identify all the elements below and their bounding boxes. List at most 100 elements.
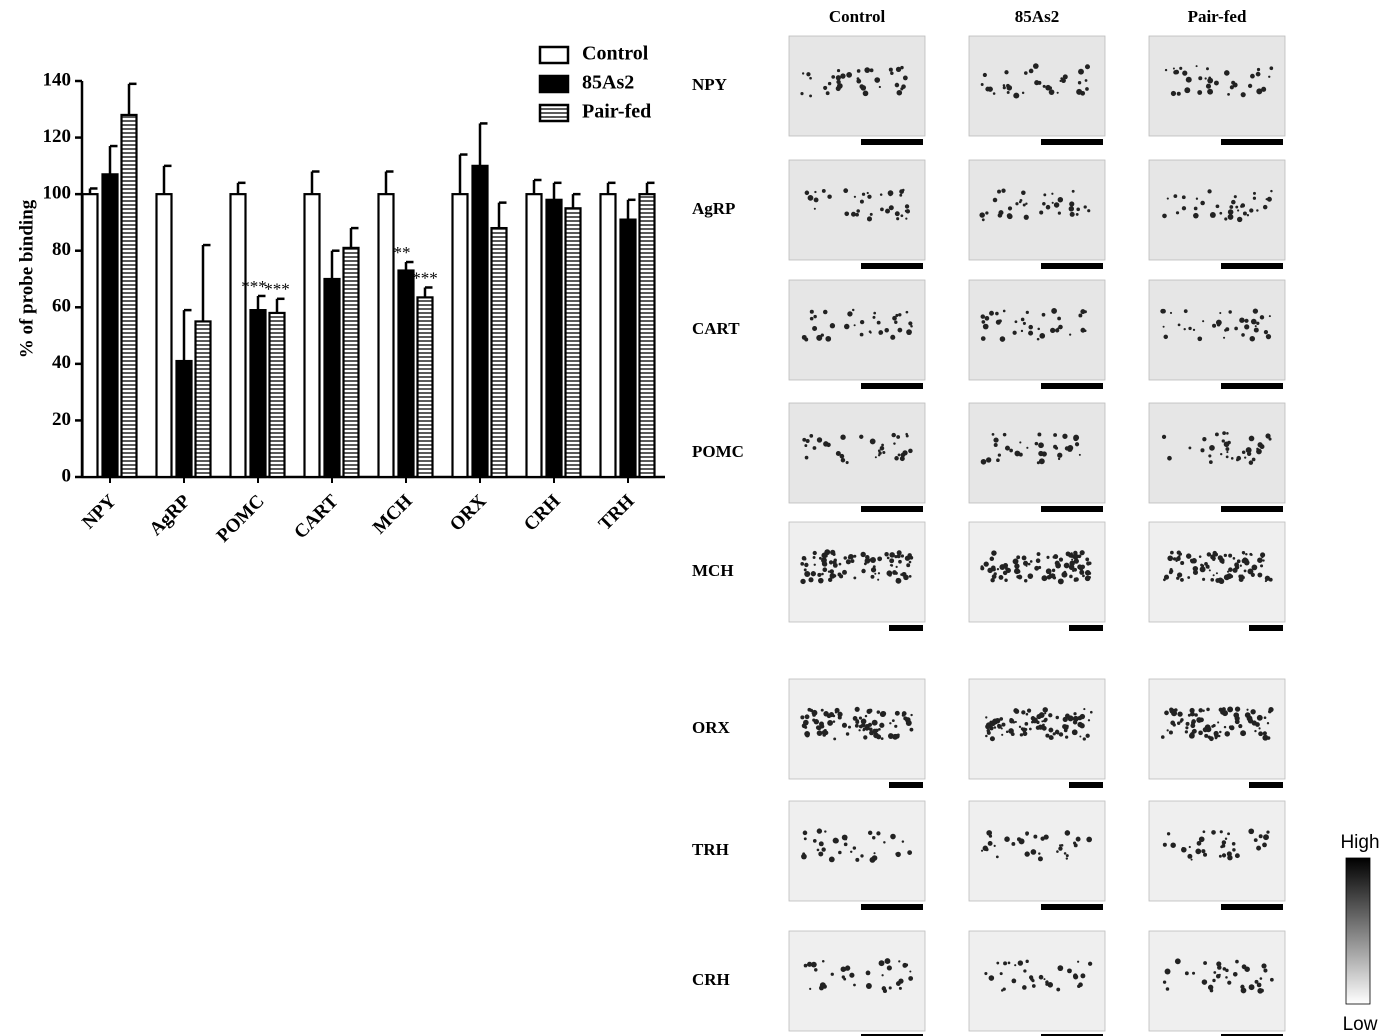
- signal-dot: [896, 578, 902, 584]
- signal-dot: [1053, 576, 1056, 579]
- signal-dot: [861, 569, 865, 573]
- bar: [547, 200, 562, 477]
- signal-dot: [1244, 456, 1246, 458]
- signal-dot: [865, 555, 870, 560]
- signal-dot: [1003, 433, 1007, 437]
- signal-dot: [1045, 734, 1049, 738]
- signal-dot: [981, 314, 985, 318]
- signal-dot: [1216, 572, 1218, 574]
- signal-dot: [1013, 93, 1019, 99]
- signal-dot: [1262, 559, 1264, 561]
- signal-dot: [1219, 855, 1222, 858]
- signal-dot: [1192, 972, 1195, 975]
- signal-dot: [1227, 571, 1229, 573]
- signal-dot: [903, 75, 908, 80]
- signal-dot: [1263, 969, 1267, 973]
- signal-dot: [1236, 456, 1241, 461]
- micrograph: [789, 801, 925, 910]
- signal-dot: [1032, 984, 1036, 988]
- signal-dot: [1037, 461, 1040, 464]
- signal-dot: [1070, 552, 1073, 555]
- signal-dot: [890, 834, 896, 840]
- signal-dot: [1193, 213, 1199, 219]
- signal-dot: [1182, 206, 1186, 210]
- signal-dot: [1173, 68, 1175, 70]
- signal-dot: [1203, 727, 1208, 732]
- signal-dot: [1059, 844, 1061, 846]
- signal-dot: [1267, 722, 1269, 724]
- signal-dot: [1037, 433, 1041, 437]
- signal-dot: [838, 851, 842, 855]
- signal-dot: [836, 75, 841, 80]
- micrograph: [789, 931, 925, 1036]
- colorbar: [1346, 858, 1370, 1004]
- signal-dot: [1033, 835, 1037, 839]
- signal-dot: [898, 979, 903, 984]
- signal-dot: [802, 438, 806, 442]
- signal-dot: [1259, 732, 1262, 735]
- signal-dot: [804, 444, 807, 447]
- signal-dot: [906, 563, 910, 567]
- signal-dot: [900, 214, 903, 217]
- signal-dot: [833, 720, 836, 723]
- signal-dot: [805, 456, 809, 460]
- signal-dot: [1039, 333, 1045, 339]
- signal-dot: [1026, 447, 1028, 449]
- micrograph-bg: [1149, 931, 1285, 1031]
- signal-dot: [846, 732, 849, 735]
- signal-dot: [885, 209, 890, 214]
- signal-dot: [1232, 842, 1236, 846]
- signal-dot: [854, 324, 856, 326]
- bar: [83, 194, 98, 477]
- signal-dot: [1231, 200, 1236, 205]
- scale-bar: [889, 625, 923, 631]
- signal-dot: [1026, 713, 1029, 716]
- signal-dot: [1212, 979, 1215, 982]
- signal-dot: [851, 212, 856, 217]
- signal-dot: [1167, 198, 1169, 200]
- signal-dot: [1217, 965, 1222, 970]
- signal-dot: [1175, 958, 1181, 964]
- signal-dot: [1225, 731, 1230, 736]
- signal-dot: [804, 571, 810, 577]
- signal-dot: [1063, 74, 1068, 79]
- bar: [418, 297, 433, 477]
- signal-dot: [1267, 197, 1272, 202]
- scale-bar: [861, 139, 923, 145]
- signal-dot: [905, 963, 908, 966]
- signal-dot: [1014, 563, 1019, 568]
- signal-dot: [1247, 452, 1251, 456]
- signal-dot: [1019, 201, 1022, 204]
- signal-dot: [1213, 971, 1216, 974]
- signal-dot: [1055, 328, 1059, 332]
- scale-bar: [861, 506, 923, 512]
- signal-dot: [811, 571, 816, 576]
- signal-dot: [878, 728, 881, 731]
- micrograph: [969, 36, 1105, 145]
- signal-dot: [813, 839, 817, 843]
- signal-dot: [1072, 729, 1078, 735]
- signal-dot: [1240, 565, 1242, 567]
- signal-dot: [1078, 69, 1084, 75]
- signal-dot: [1215, 432, 1219, 436]
- signal-dot: [985, 316, 990, 321]
- signal-dot: [803, 831, 808, 836]
- signal-dot: [1248, 84, 1252, 88]
- signal-dot: [985, 211, 988, 214]
- signal-dot: [861, 85, 867, 91]
- bar: [103, 174, 118, 477]
- signal-dot: [879, 960, 885, 966]
- signal-dot: [1085, 79, 1088, 82]
- signal-dot: [1219, 312, 1221, 314]
- signal-dot: [1039, 458, 1045, 464]
- signal-dot: [847, 311, 852, 316]
- signal-dot: [1170, 842, 1175, 847]
- signal-dot: [1170, 312, 1172, 314]
- signal-dot: [1233, 712, 1239, 718]
- signal-dot: [1211, 830, 1216, 835]
- signal-dot: [1072, 190, 1075, 193]
- signal-dot: [991, 550, 996, 555]
- signal-dot: [883, 989, 887, 993]
- signal-dot: [999, 575, 1004, 580]
- signal-dot: [1023, 322, 1026, 325]
